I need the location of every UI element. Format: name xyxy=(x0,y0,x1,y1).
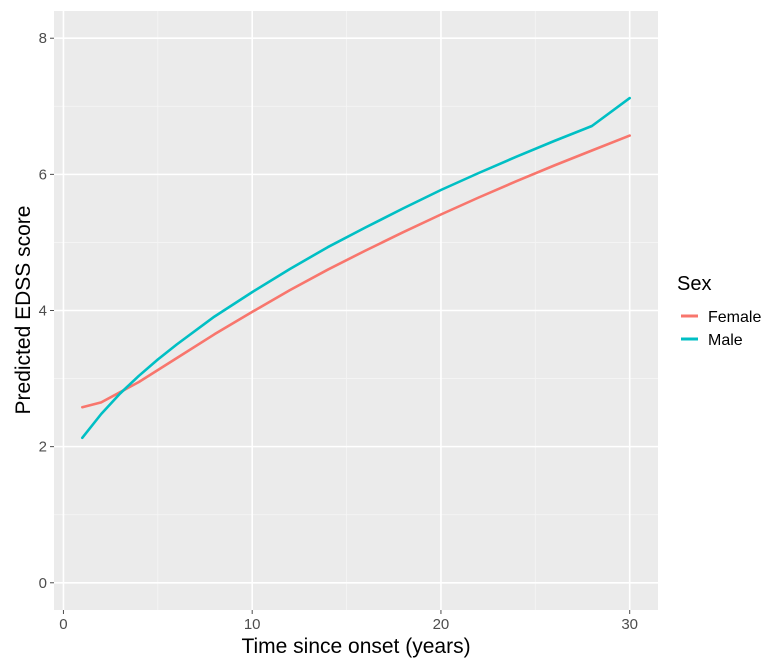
series-lines xyxy=(81,96,632,440)
legend-title: Sex xyxy=(677,273,711,295)
series-line-female xyxy=(81,134,632,409)
y-tick-label: 8 xyxy=(39,30,47,47)
x-axis-title: Time since onset (years) xyxy=(241,635,470,658)
y-tick-label: 4 xyxy=(39,303,47,320)
legend-label-female: Female xyxy=(708,309,761,326)
x-tick-label: 10 xyxy=(244,616,261,633)
x-tick-label: 20 xyxy=(433,616,450,633)
grid-major xyxy=(54,11,658,610)
y-tick-label: 0 xyxy=(39,575,47,592)
y-axis-title: Predicted EDSS score xyxy=(12,206,35,415)
y-tick-label: 2 xyxy=(39,439,47,456)
legend: Sex Female Male xyxy=(677,273,761,349)
legend-label-male: Male xyxy=(708,332,743,349)
y-tick-label: 6 xyxy=(39,166,47,183)
axes: 0 10 20 30 0 2 4 6 8 xyxy=(39,30,638,633)
x-tick-label: 30 xyxy=(621,616,638,633)
x-tick-label: 0 xyxy=(59,616,67,633)
series-line-male xyxy=(81,96,632,440)
